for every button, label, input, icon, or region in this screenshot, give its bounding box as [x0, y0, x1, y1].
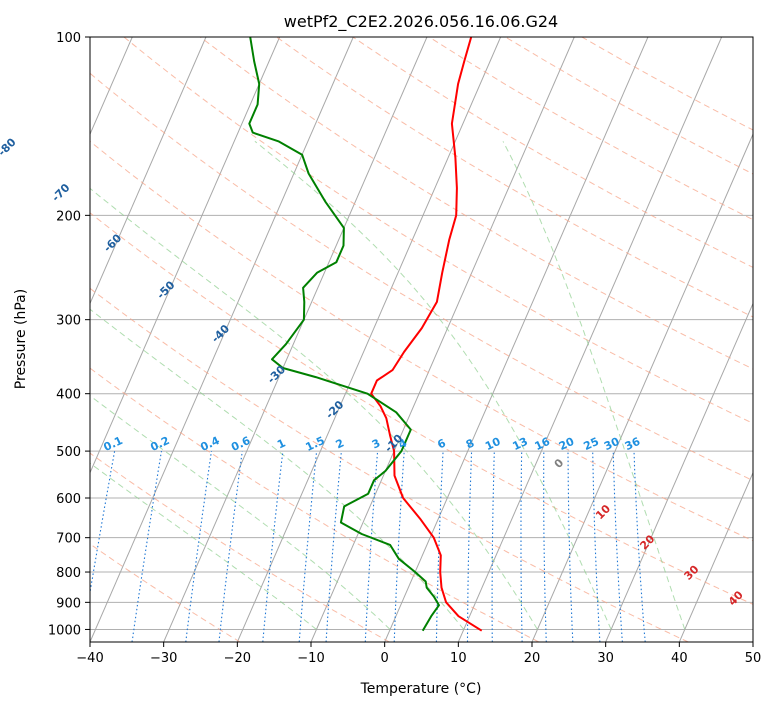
dry-adiabat — [581, 37, 753, 131]
mixing-ratio-label: 2 — [334, 436, 346, 451]
mixing-ratio-line — [567, 451, 574, 642]
isotherm-line — [310, 37, 575, 642]
isotherm-label: -40 — [209, 322, 232, 345]
y-tick-label: 1000 — [48, 623, 81, 638]
dry-adiabat — [123, 37, 753, 424]
isotherm-line — [90, 37, 281, 474]
mixing-ratio-label: 6 — [435, 436, 448, 451]
dry-adiabat — [90, 287, 689, 642]
mixing-ratio-label: 36 — [623, 435, 643, 453]
dry-adiabat — [90, 452, 390, 642]
mixing-ratio-label: 3 — [370, 436, 382, 451]
mixing-ratio-line — [218, 451, 243, 642]
y-tick-label: 900 — [56, 596, 81, 611]
mixing-ratio-label: 16 — [533, 435, 553, 453]
x-tick-label: −10 — [297, 651, 324, 666]
mixing-ratio-label: 8 — [464, 436, 476, 451]
x-tick-label: −20 — [224, 651, 251, 666]
mixing-ratio-line — [520, 451, 523, 642]
dry-adiabat — [90, 367, 540, 642]
mixing-ratio-line — [131, 451, 163, 642]
x-tick-label: 10 — [450, 651, 467, 666]
x-axis-label: Temperature (°C) — [360, 681, 482, 697]
y-tick-label: 300 — [56, 314, 81, 329]
moist-adiabat-label: 20 — [637, 532, 657, 552]
y-tick-label: 400 — [56, 388, 81, 403]
x-tick-label: 30 — [597, 651, 614, 666]
x-tick-label: 40 — [671, 651, 688, 666]
moist-adiabat — [90, 187, 538, 630]
y-tick-label: 700 — [56, 532, 81, 547]
dry-adiabat — [276, 37, 753, 318]
mixing-ratio-line — [325, 451, 342, 642]
mixing-ratio-label: 20 — [557, 435, 577, 453]
mixing-ratio-label: 25 — [582, 435, 601, 453]
mixing-ratio-line — [491, 451, 495, 642]
isotherm-label: -60 — [101, 231, 124, 254]
dry-adiabat — [90, 543, 241, 642]
dry-adiabat — [90, 212, 753, 605]
dry-adiabat — [352, 37, 753, 268]
isotherm-line — [457, 37, 723, 642]
mixing-ratio-line — [262, 451, 284, 642]
isotherm-line — [163, 37, 428, 642]
moist-adiabat-label: 0 — [552, 456, 567, 471]
mixing-ratio-line — [90, 451, 116, 596]
isotherm-line — [605, 302, 753, 642]
isotherm-line — [531, 132, 753, 642]
isotherm-label: -80 — [0, 135, 19, 158]
moist-adiabat — [254, 140, 612, 630]
y-tick-label: 200 — [56, 209, 81, 224]
moist-adiabat — [502, 141, 686, 630]
moist-adiabat-label: 40 — [726, 588, 746, 608]
isotherm-line — [0, 37, 59, 642]
dewpoint-profile-line — [248, 37, 440, 632]
plot-frame — [89, 36, 754, 643]
x-tick-label: −30 — [150, 651, 177, 666]
moist-adiabat-label: 10 — [593, 502, 613, 522]
y-axis-label: Pressure (hPa) — [13, 289, 29, 389]
x-tick-label: −40 — [76, 651, 103, 666]
dry-adiabat — [428, 37, 753, 221]
x-tick-label: 20 — [524, 651, 541, 666]
mixing-ratio-label: 30 — [602, 435, 622, 453]
isotherm-label: -70 — [49, 181, 72, 204]
mixing-ratio-label: 1 — [275, 436, 287, 451]
isotherm-line — [752, 640, 753, 642]
mixing-ratio-label: 10 — [483, 435, 503, 453]
y-tick-label: 600 — [56, 492, 81, 507]
moist-adiabat — [90, 462, 317, 630]
dry-adiabat — [505, 37, 753, 175]
mixing-ratio-line — [592, 451, 601, 642]
isotherm-label: -20 — [323, 398, 346, 421]
y-tick-label: 100 — [56, 31, 81, 46]
mixing-ratio-line — [298, 451, 318, 642]
isotherm-label: -30 — [265, 363, 288, 386]
isotherm-line — [384, 37, 649, 642]
temperature-profile-line — [370, 37, 483, 632]
y-tick-label: 800 — [56, 566, 81, 581]
isotherm-line — [678, 471, 753, 642]
dry-adiabat — [90, 140, 753, 542]
y-tick-label: 500 — [56, 445, 81, 460]
isotherm-line — [90, 37, 207, 305]
mixing-ratio-line — [185, 451, 213, 642]
x-tick-label: 0 — [381, 651, 389, 666]
x-tick-label: 50 — [745, 651, 762, 666]
mixing-ratio-label: 13 — [511, 435, 530, 453]
isotherm-line — [90, 37, 354, 642]
isotherm-label: -50 — [154, 278, 177, 301]
isotherm-line — [236, 37, 502, 642]
chart-title: wetPf2_C2E2.2026.056.16.06.G24 — [284, 12, 558, 32]
moist-adiabat — [90, 308, 465, 630]
